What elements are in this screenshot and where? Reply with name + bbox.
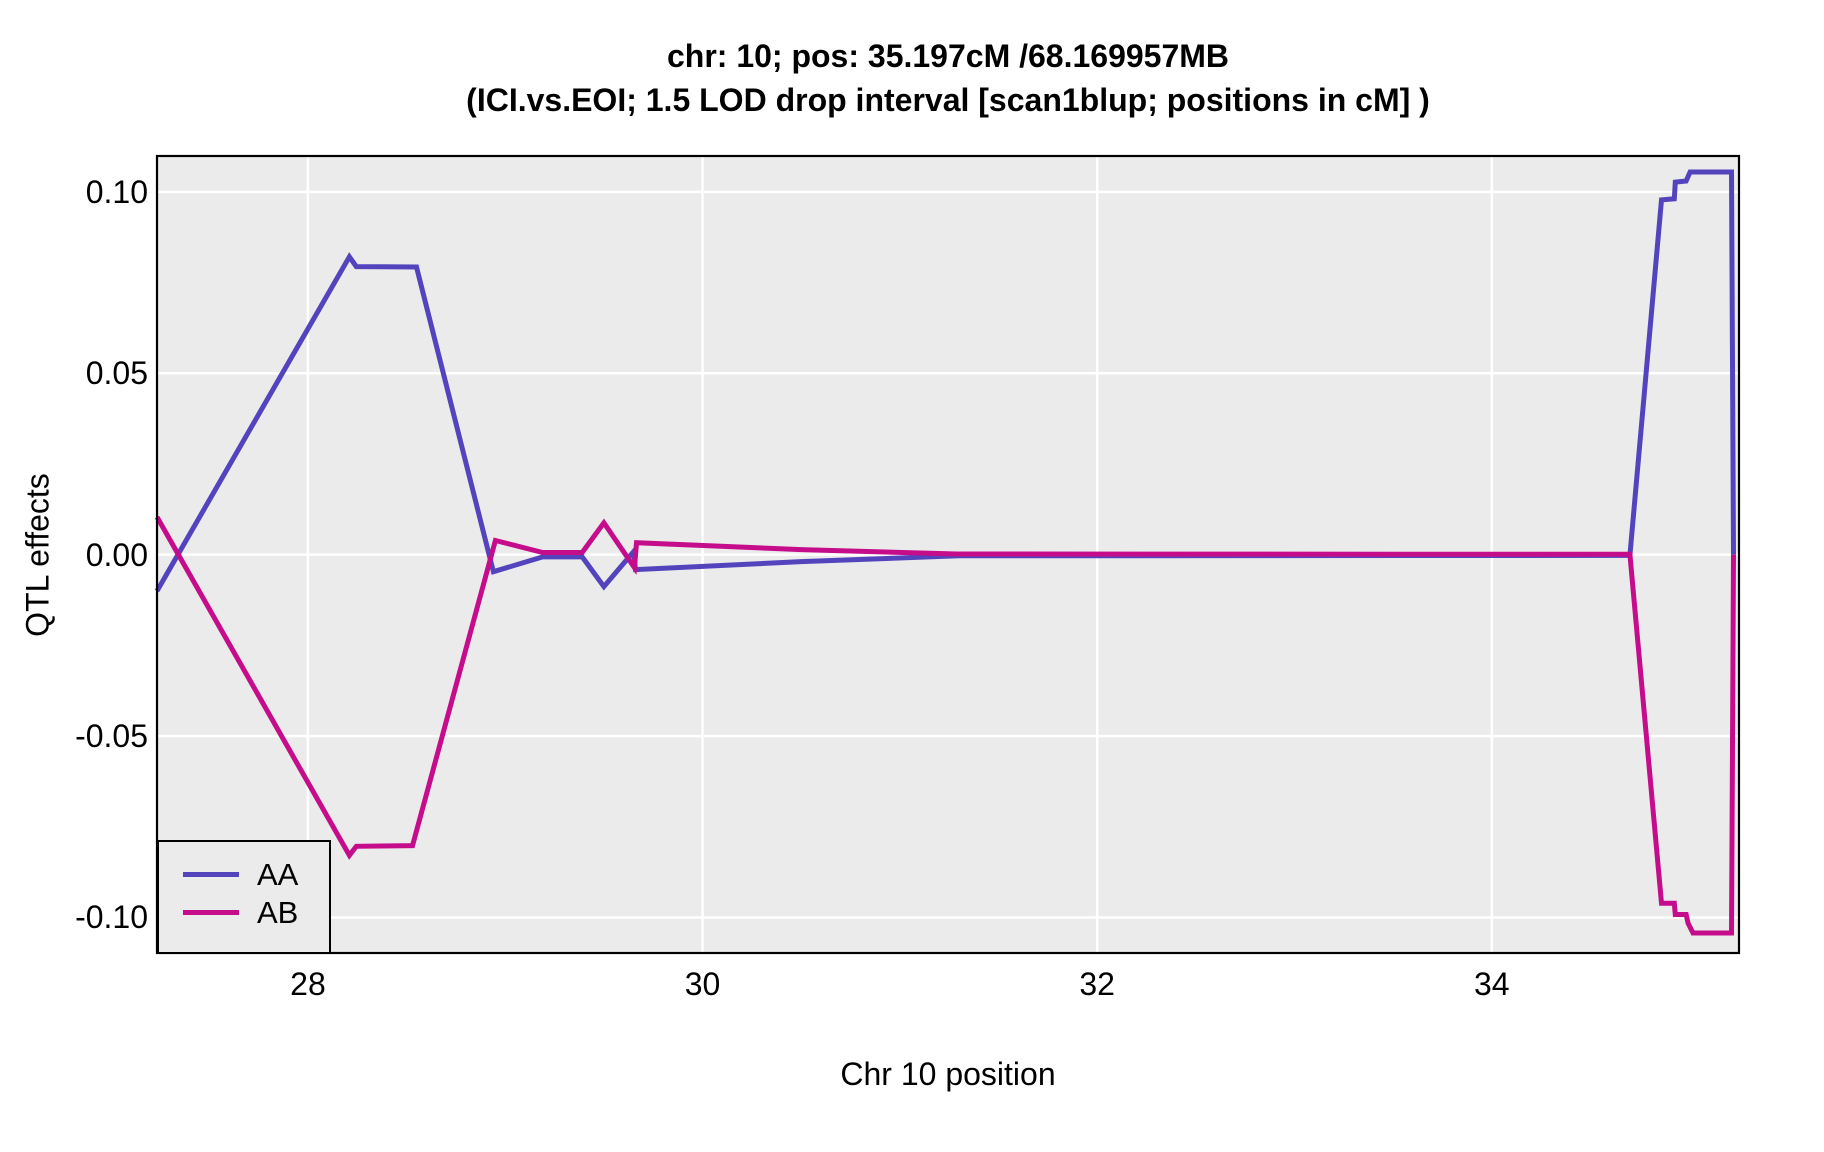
y-tick-label: -0.10: [75, 899, 148, 936]
y-axis-title: QTL effects: [19, 473, 56, 637]
legend-item-aa: AA: [159, 855, 329, 893]
legend-line-aa-swatch: [183, 871, 239, 877]
x-tick-label: 28: [290, 966, 326, 1002]
legend: AA AB: [157, 840, 331, 954]
chart-title: chr: 10; pos: 35.197cM /68.169957MB (ICI…: [157, 34, 1739, 122]
series-line-ab: [154, 515, 1736, 936]
x-tick-label: 30: [684, 966, 721, 1002]
x-tick-label: 32: [1079, 966, 1115, 1002]
x-tick-label: 34: [1473, 966, 1510, 1002]
y-tick-label: 0.05: [85, 355, 148, 392]
legend-line-ab-swatch: [183, 909, 239, 915]
series-line-aa: [154, 169, 1736, 593]
y-tick-label: 0.00: [85, 536, 148, 573]
chart-title-line1: chr: 10; pos: 35.197cM /68.169957MB: [666, 38, 1230, 74]
panel-border: [155, 154, 1741, 955]
legend-label-ab: AB: [257, 894, 299, 930]
y-tick-label: 0.10: [85, 173, 148, 210]
x-axis-title: Chr 10 position: [840, 1056, 1056, 1092]
legend-item-ab: AB: [159, 893, 329, 931]
legend-label-aa: AA: [257, 856, 299, 892]
y-tick-label: -0.05: [75, 718, 148, 755]
chart-title-line2: (ICI.vs.EOI; 1.5 LOD drop interval [scan…: [466, 82, 1430, 118]
